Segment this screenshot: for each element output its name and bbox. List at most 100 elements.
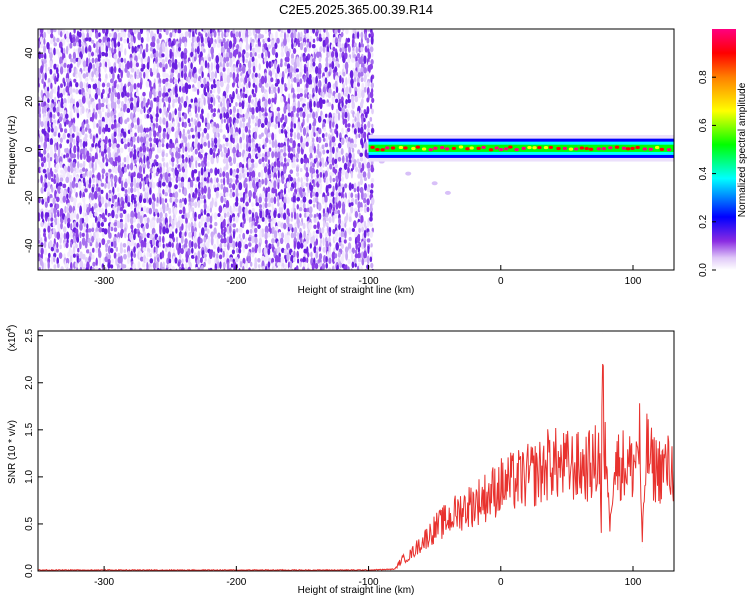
noise-cell (226, 100, 230, 110)
noise-cell (127, 137, 130, 144)
noise-cell (283, 222, 287, 230)
noise-cell (191, 162, 195, 171)
noise-cell (66, 267, 69, 270)
noise-cell (223, 267, 226, 270)
noise-cell (196, 88, 200, 96)
noise-cell (227, 126, 230, 134)
noise-cell (339, 52, 342, 59)
noise-cell (324, 202, 328, 211)
noise-cell (233, 66, 236, 73)
x-tick-label: 100 (625, 276, 642, 287)
noise-cell (86, 96, 89, 105)
noise-cell (114, 59, 118, 64)
noise-cell (194, 191, 197, 199)
noise-cell (108, 215, 112, 223)
noise-cell (235, 256, 239, 263)
noise-cell (103, 148, 107, 154)
noise-cell (97, 172, 101, 181)
noise-cell (104, 208, 108, 216)
noise-cell (91, 39, 95, 44)
band-peak (573, 147, 579, 151)
noise-cell (149, 172, 152, 180)
noise-cell (321, 114, 325, 120)
noise-cell (152, 219, 156, 229)
noise-cell (366, 198, 370, 206)
noise-cell (197, 241, 201, 249)
noise-cell (245, 260, 249, 269)
noise-cell (142, 226, 145, 233)
noise-cell (335, 202, 339, 210)
noise-cell (63, 81, 66, 87)
noise-cell (220, 118, 224, 124)
noise-cell (236, 44, 240, 50)
noise-cell (203, 97, 206, 106)
noise-cell (293, 131, 297, 140)
noise-cell (318, 79, 322, 89)
noise-cell (136, 172, 141, 180)
noise-cell (343, 239, 347, 244)
noise-cell (318, 177, 322, 185)
noise-cell (127, 250, 131, 259)
snr-plot-area (38, 333, 674, 571)
noise-cell (204, 60, 208, 69)
noise-cell (59, 123, 62, 130)
noise-cell (62, 170, 66, 179)
noise-cell (158, 242, 162, 247)
noise-cell (264, 202, 268, 209)
noise-cell (148, 197, 152, 205)
noise-cell (331, 265, 335, 270)
noise-cell (232, 56, 236, 62)
noise-cell (331, 95, 335, 104)
noise-cell (53, 138, 58, 144)
noise-cell (118, 176, 122, 184)
band-peak (439, 145, 445, 150)
noise-cell (229, 71, 233, 78)
noise-cell (241, 74, 245, 79)
band-peak (398, 145, 404, 150)
noise-cell (316, 212, 319, 218)
noise-cell (273, 166, 277, 174)
noise-cell (332, 177, 336, 183)
noise-cell (88, 161, 93, 169)
noise-cell (337, 112, 341, 121)
noise-cell (238, 102, 242, 108)
noise-cell (69, 110, 73, 120)
noise-cell (95, 32, 99, 39)
noise-cell (56, 37, 60, 43)
noise-cell (73, 145, 77, 154)
noise-cell (303, 212, 307, 218)
noise-cell (209, 201, 214, 209)
noise-cell (364, 141, 368, 150)
noise-cell (358, 133, 361, 139)
noise-cell (114, 181, 117, 188)
noise-cell (123, 231, 127, 239)
noise-cell (189, 161, 192, 168)
noise-cell (206, 112, 210, 120)
noise-cell (56, 257, 59, 265)
noise-cell (146, 251, 150, 258)
noise-cell (351, 183, 355, 190)
noise-cell (100, 140, 105, 148)
noise-cell (145, 72, 149, 80)
noise-cell (121, 91, 125, 98)
noise-cell (83, 206, 86, 212)
noise-cell (60, 127, 63, 133)
noise-cell (133, 117, 137, 123)
noise-cell (366, 238, 371, 243)
noise-cell (169, 197, 173, 203)
noise-cell (133, 171, 136, 178)
noise-cell (199, 194, 204, 200)
noise-cell (312, 61, 316, 67)
noise-cell (271, 68, 276, 75)
noise-cell (258, 158, 262, 165)
noise-cell (130, 250, 133, 259)
noise-cell (204, 162, 207, 167)
noise-cell (361, 115, 364, 125)
noise-cell (226, 118, 230, 124)
noise-cell (171, 219, 175, 229)
band-peak (498, 148, 504, 152)
noise-cell (353, 42, 357, 48)
spectrogram-x-ticks: -300 -200 -100 0 100 (94, 265, 642, 287)
noise-cell (284, 173, 288, 178)
x-tick-label: 0 (498, 276, 504, 287)
